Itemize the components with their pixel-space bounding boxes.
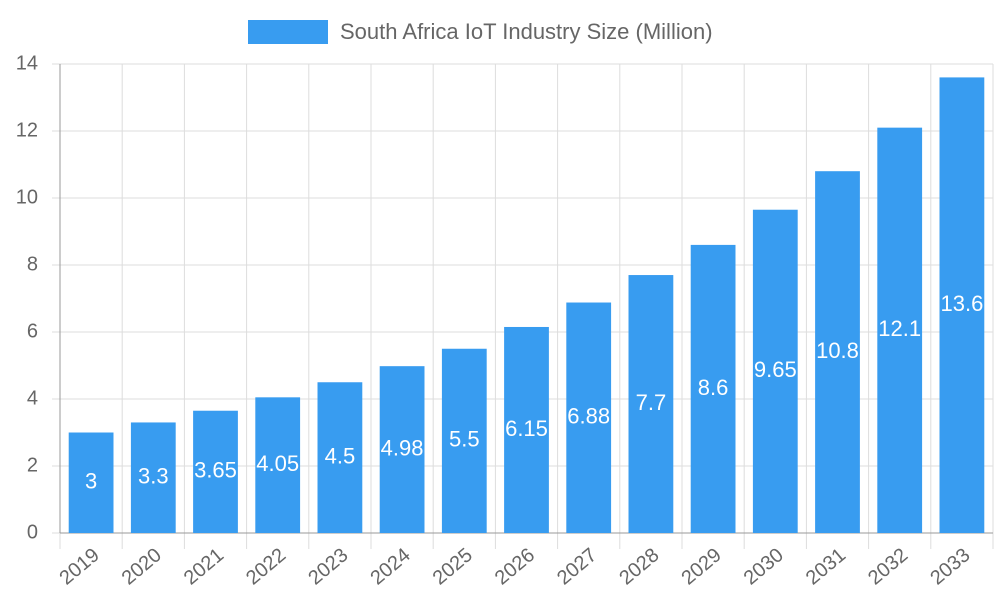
y-tick-label: 8: [27, 253, 38, 275]
data-label: 13.6: [940, 291, 983, 316]
bar: [690, 244, 736, 533]
x-tick-label: 2024: [366, 544, 414, 589]
data-label: 4.05: [256, 451, 299, 476]
bar: [815, 171, 860, 533]
x-tick-label: 2033: [926, 544, 974, 589]
bar: [317, 382, 363, 533]
data-label: 4.98: [381, 435, 424, 460]
x-tick-label: 2027: [553, 544, 601, 589]
data-label: 12.1: [878, 316, 921, 341]
legend-label: South Africa IoT Industry Size (Million): [340, 19, 713, 44]
x-tick-label: 2020: [118, 544, 166, 589]
y-tick-label: 4: [27, 387, 38, 409]
bar: [255, 397, 301, 533]
x-tick-label: 2029: [677, 544, 725, 589]
data-label: 10.8: [816, 338, 859, 363]
x-tick-label: 2023: [304, 544, 352, 589]
bar: [441, 348, 487, 533]
data-label: 8.6: [698, 375, 729, 400]
data-label: 5.5: [449, 427, 480, 452]
y-tick-label: 0: [27, 521, 38, 543]
y-tick-label: 6: [27, 320, 38, 342]
bar: [877, 127, 923, 534]
data-label: 7.7: [636, 390, 667, 415]
data-label: 3.65: [194, 458, 237, 483]
bar: [566, 302, 612, 533]
bar: [193, 410, 238, 533]
bar: [628, 275, 674, 533]
y-tick-label: 12: [16, 119, 38, 141]
bar: [379, 366, 425, 533]
x-tick-label: 2021: [180, 544, 228, 589]
bar: [504, 326, 549, 533]
x-tick-label: 2028: [615, 544, 663, 589]
x-tick-label: 2025: [429, 544, 477, 589]
data-label: 3.3: [138, 464, 169, 489]
x-tick-label: 2031: [802, 544, 850, 589]
y-tick-label: 14: [16, 52, 38, 74]
bar: [752, 209, 798, 533]
data-label: 4.5: [325, 443, 356, 468]
bar: [130, 422, 176, 533]
x-tick-label: 2026: [491, 544, 539, 589]
x-tick-label: 2019: [55, 544, 103, 589]
x-tick-label: 2032: [864, 544, 912, 589]
x-tick-label: 2030: [740, 544, 788, 589]
y-tick-label: 2: [27, 454, 38, 476]
legend-swatch: [248, 20, 328, 44]
data-label: 6.15: [505, 416, 548, 441]
bar: [68, 432, 114, 533]
data-label: 3: [85, 469, 97, 494]
x-tick-label: 2022: [242, 544, 290, 589]
y-tick-label: 10: [16, 186, 38, 208]
data-label: 6.88: [567, 404, 610, 429]
bar: [939, 77, 985, 534]
data-label: 9.65: [754, 357, 797, 382]
